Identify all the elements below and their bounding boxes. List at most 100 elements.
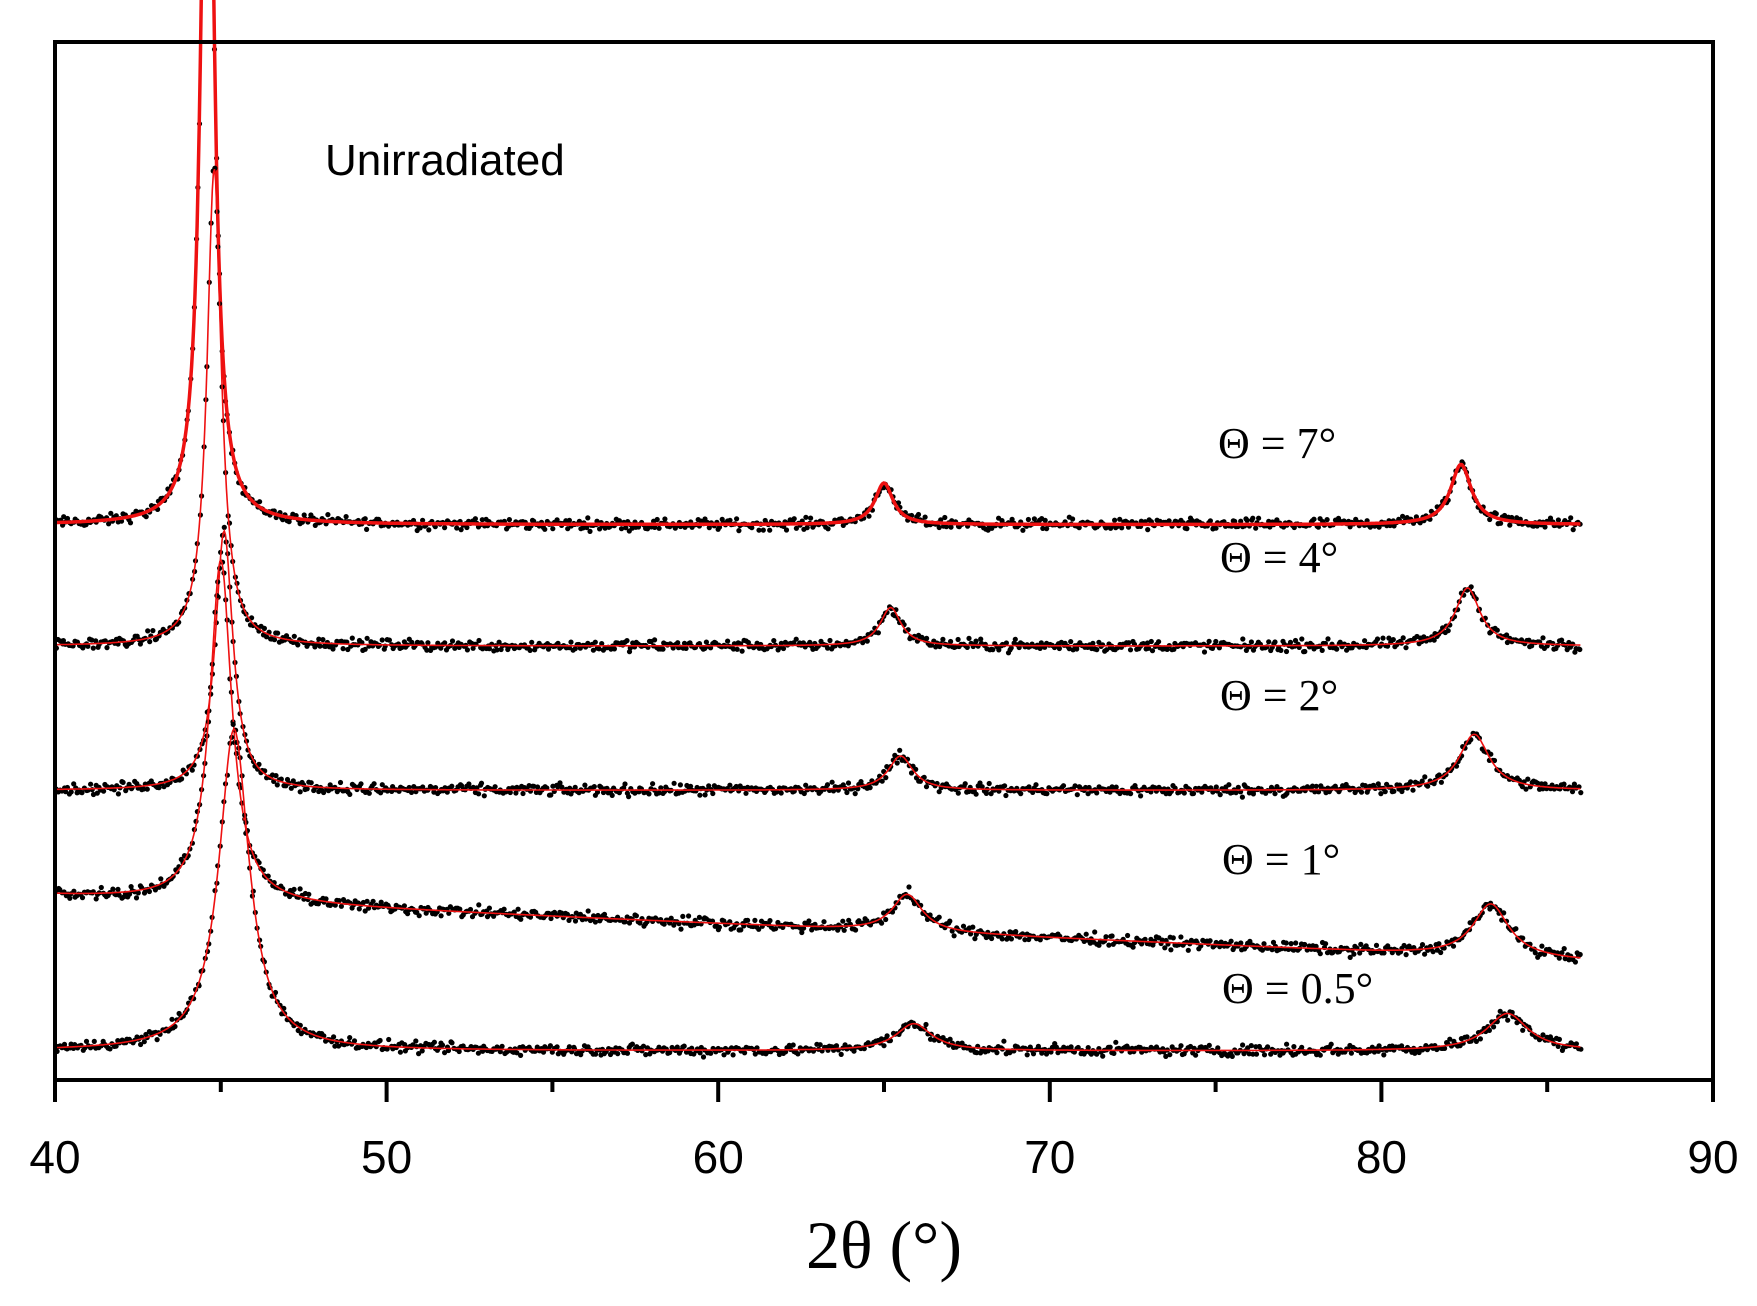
data-point [1569,789,1576,795]
x-tick-label-40: 40 [29,1131,80,1183]
data-point [347,791,353,798]
data-point [973,791,979,797]
data-point [879,920,885,926]
data-point [115,886,121,893]
data-point [1232,518,1238,524]
data-point [520,790,526,797]
data-point [71,888,77,894]
data-point [852,791,858,797]
data-point [947,918,953,924]
data-point [1094,790,1100,796]
data-point [1228,938,1234,944]
data-point [486,646,492,652]
data-point [1526,637,1532,643]
data-point [499,1043,505,1049]
data-point [90,645,96,651]
data-point [1012,636,1018,642]
data-point [278,776,284,782]
data-point [1107,1044,1113,1050]
data-point [1213,525,1219,531]
data-point [1272,639,1278,645]
data-point [962,781,968,787]
data-point [1288,941,1294,947]
data-point [942,514,948,521]
data-point [444,789,450,795]
data-point [470,645,476,651]
data-point [681,640,688,647]
data-point [1497,1008,1503,1014]
data-point [1020,527,1026,533]
data-point [1370,950,1377,956]
data-point [572,784,578,791]
data-point [1217,792,1223,798]
data-point [652,524,658,531]
data-point [572,918,579,924]
data-point [1313,783,1319,789]
series-4-fit-line [56,558,1581,959]
data-point [1337,639,1343,645]
data-point [1142,936,1148,942]
data-point [559,784,565,790]
data-point [667,1049,673,1056]
data-point [1238,940,1244,946]
data-point [1311,516,1317,522]
data-point [147,639,153,645]
data-point [897,747,903,753]
data-point [91,1038,97,1044]
data-point [804,525,810,531]
data-point [674,1044,680,1050]
data-point [624,638,630,644]
data-point [1100,1053,1106,1059]
data-point [1238,518,1244,524]
series-4-label: Θ = 1° [1222,835,1340,884]
data-point [817,1042,823,1048]
data-point [283,633,290,639]
data-point [364,526,370,533]
data-point [675,640,681,646]
data-point [1149,648,1156,654]
data-point [317,643,323,649]
data-point [972,936,978,942]
data-point [1376,524,1382,530]
data-point [668,915,674,921]
data-point [1419,778,1425,784]
series-1 [54,0,1583,535]
data-point [1074,646,1080,652]
data-point [756,926,762,932]
data-point [1391,788,1397,794]
data-point [1390,637,1396,643]
data-point [1030,789,1036,796]
data-point [881,1043,887,1049]
data-point [1556,1036,1562,1042]
data-point [1235,784,1241,790]
data-point [856,918,862,924]
data-point [1044,526,1050,532]
data-point [1178,934,1184,940]
data-point [364,635,370,641]
data-point [366,905,372,911]
data-point [626,920,633,926]
data-point [1076,525,1082,531]
data-point [1573,1041,1579,1047]
data-point [133,895,140,901]
data-point [1008,645,1014,651]
data-point [629,1041,636,1047]
data-point [1473,1038,1479,1044]
data-point [1538,781,1545,787]
data-point [640,1043,647,1049]
data-point [546,910,552,916]
data-point [1185,947,1191,953]
data-point [1168,947,1174,953]
series-4 [53,558,1583,965]
data-point [549,1049,555,1055]
data-point [601,911,608,918]
x-axis-title: 2θ (°) [806,1207,962,1283]
data-point [497,1049,503,1055]
data-point [622,781,628,787]
data-point [593,1051,599,1057]
data-point [423,910,429,916]
data-point [1113,1039,1119,1045]
data-point [1090,640,1096,646]
data-point [703,639,710,645]
data-point [1578,790,1584,796]
